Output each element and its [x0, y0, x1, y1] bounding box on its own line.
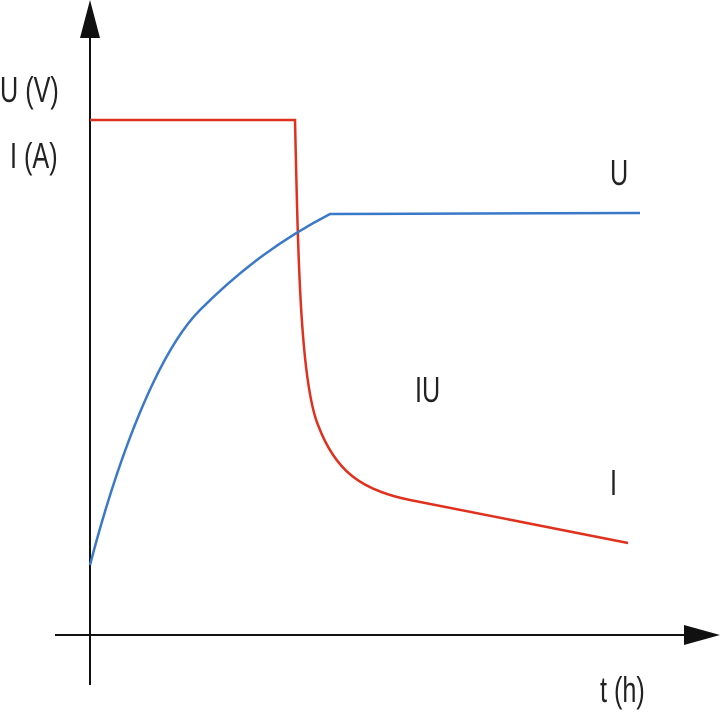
x-axis-label: t (h) [600, 669, 645, 710]
y-axis-label-current: I (A) [10, 135, 58, 176]
y-axis-label-voltage: U (V) [0, 69, 59, 110]
current-curve [90, 118, 629, 545]
y-axis-arrow [80, 0, 100, 38]
x-axis-arrow [684, 625, 720, 645]
voltage-curve-label: U [610, 152, 629, 193]
voltage-curve [88, 211, 641, 566]
characteristic-label: IU [415, 369, 441, 410]
current-curve-label: I [610, 462, 618, 503]
